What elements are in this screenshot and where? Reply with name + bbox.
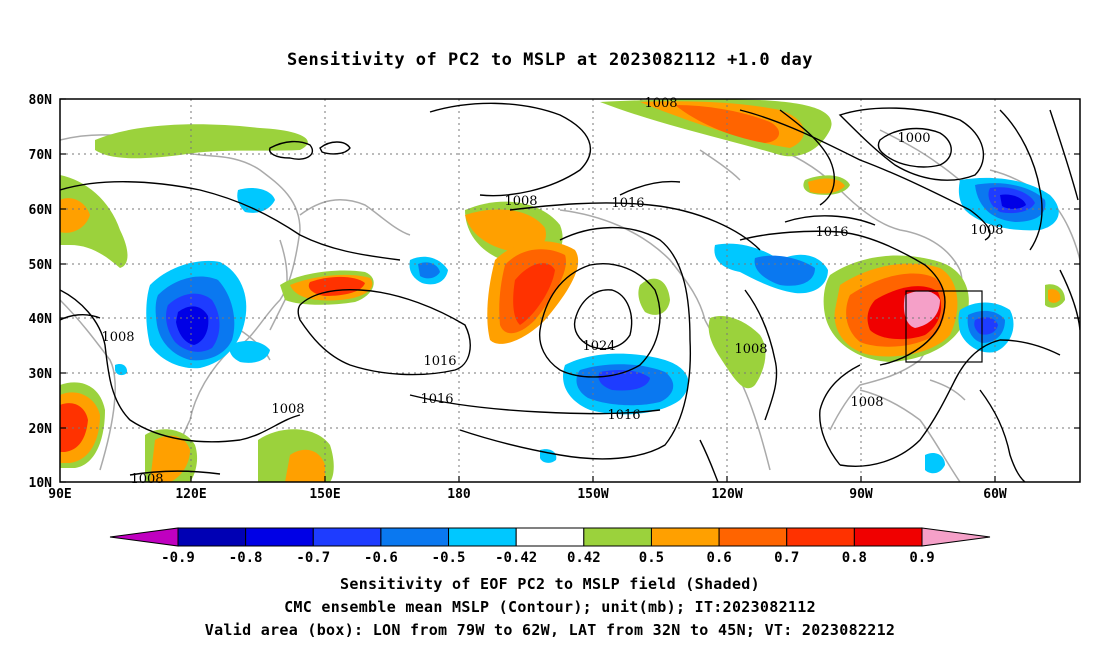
shade-green xyxy=(95,124,308,159)
shade-lightblue xyxy=(229,340,270,363)
shade-lightblue xyxy=(925,453,945,474)
colorbar-segment xyxy=(448,527,517,547)
colorbar: -0.9 -0.8 -0.7 -0.6 -0.5 -0.42 0.42 0.5 0.6 0.7 0.… xyxy=(109,527,991,566)
lon-tick-label: 120E xyxy=(175,487,206,502)
colorbar-segment xyxy=(312,527,382,547)
shade-pink xyxy=(903,290,940,328)
shade-blue xyxy=(754,255,815,286)
lon-axis: 90E 120E 150E 180 150W 120W 90W 60W xyxy=(48,476,1007,502)
contour-label: 1008 xyxy=(130,472,163,487)
lon-tick-label: 90E xyxy=(48,487,71,502)
colorbar-segment xyxy=(515,527,585,547)
contour-label: 1016 xyxy=(423,354,456,369)
shade-red xyxy=(308,276,365,296)
colorbar-min-arrow xyxy=(109,527,179,547)
colorbar-segment xyxy=(380,527,450,547)
caption-line-1: Sensitivity of EOF PC2 to MSLP field (Sh… xyxy=(340,575,760,593)
lat-tick-label: 70N xyxy=(29,148,53,163)
contour-labels: 1008 1008 1016 1000 1008 1016 1008 1016 … xyxy=(101,96,1003,487)
shade-green xyxy=(708,315,766,389)
contour-label: 1008 xyxy=(271,402,304,417)
colorbar-segment xyxy=(853,527,923,547)
contour-label: 1008 xyxy=(504,194,537,209)
contour-label: 1008 xyxy=(970,223,1003,238)
chart-title: Sensitivity of PC2 to MSLP at 2023082112… xyxy=(286,50,813,70)
contour-label: 1008 xyxy=(850,395,883,410)
shade-orange xyxy=(1048,289,1061,303)
lon-tick-label: 150W xyxy=(577,487,608,502)
colorbar-segment xyxy=(583,527,652,547)
colorbar-segment xyxy=(786,527,855,547)
map-plot-area xyxy=(60,99,1080,482)
contour-label: 1000 xyxy=(897,131,930,146)
lat-tick-label: 60N xyxy=(29,203,53,218)
map-frame xyxy=(59,98,1081,483)
colorbar-tick-label: 0.8 xyxy=(842,550,867,566)
colorbar-tick-label: 0.42 xyxy=(567,550,601,566)
valid-area-box xyxy=(905,290,983,363)
colorbar-segment xyxy=(245,527,314,547)
lat-tick-label: 40N xyxy=(29,312,53,327)
mslp-contours xyxy=(60,102,1080,482)
shade-lightblue xyxy=(237,188,275,213)
colorbar-tick-label: 0.6 xyxy=(706,550,731,566)
shade-blue xyxy=(418,262,440,279)
lon-tick-label: 120W xyxy=(711,487,742,502)
contour-label: 1008 xyxy=(644,96,677,111)
shade-darkblue xyxy=(974,317,998,335)
colorbar-tick-label: -0.9 xyxy=(161,550,195,566)
contour-label: 1016 xyxy=(420,392,453,407)
contour-label: 1024 xyxy=(582,339,615,354)
lon-tick-label: 150E xyxy=(309,487,340,502)
shade-darkblue xyxy=(176,306,209,345)
lat-tick-label: 30N xyxy=(29,367,53,382)
lon-tick-label: 180 xyxy=(447,487,471,502)
shade-lightblue xyxy=(115,363,128,376)
colorbar-tick-label: 0.9 xyxy=(909,550,934,566)
shade-orange xyxy=(150,435,190,482)
lat-tick-label: 80N xyxy=(29,93,53,108)
lat-tick-label: 10N xyxy=(29,476,53,491)
colorbar-tick-label: -0.8 xyxy=(229,550,263,566)
colorbar-tick-label: -0.7 xyxy=(296,550,330,566)
colorbar-tick-label: -0.42 xyxy=(495,550,537,566)
lat-lon-grid xyxy=(60,99,1080,482)
shade-orange xyxy=(808,178,845,194)
shade-orange xyxy=(465,209,546,253)
contour-label: 1008 xyxy=(101,330,134,345)
shade-red xyxy=(513,263,555,325)
colorbar-tick-label: -0.5 xyxy=(432,550,466,566)
caption-line-3: Valid area (box): LON from 79W to 62W, L… xyxy=(204,621,896,639)
lon-tick-label: 90W xyxy=(849,487,873,502)
colorbar-tick-label: 0.7 xyxy=(774,550,799,566)
lat-axis: 80N 70N 60N 50N 40N 30N 20N 10N xyxy=(29,93,1080,491)
colorbar-max-arrow xyxy=(921,527,991,547)
colorbar-segment xyxy=(650,527,720,547)
colorbar-segment xyxy=(718,527,788,547)
lat-tick-label: 50N xyxy=(29,258,53,273)
shade-darkblue xyxy=(1000,194,1026,209)
shade-green xyxy=(60,175,128,268)
colorbar-segment xyxy=(177,527,247,547)
contour-label: 1016 xyxy=(607,408,640,423)
contour-label: 1016 xyxy=(611,196,644,211)
contour-label: 1008 xyxy=(734,342,767,357)
colorbar-tick-label: -0.6 xyxy=(364,550,398,566)
colorbar-tick-label: 0.5 xyxy=(639,550,664,566)
caption-line-2: CMC ensemble mean MSLP (Contour); unit(m… xyxy=(284,598,816,616)
shade-orange xyxy=(60,198,90,233)
lat-tick-label: 20N xyxy=(29,422,53,437)
contour-label: 1016 xyxy=(815,225,848,240)
shade-green xyxy=(638,278,670,315)
shade-orange xyxy=(285,449,325,482)
lon-tick-label: 60W xyxy=(983,487,1007,502)
